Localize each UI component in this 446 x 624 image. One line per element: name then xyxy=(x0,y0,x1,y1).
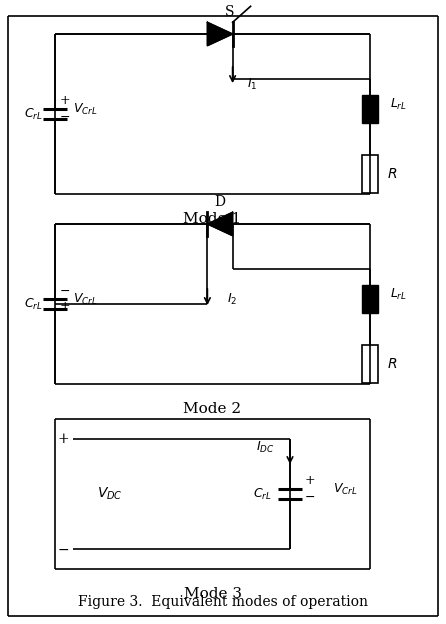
Bar xyxy=(362,285,378,313)
Text: $I_1$: $I_1$ xyxy=(248,77,258,92)
Bar xyxy=(362,155,378,193)
Text: $L_{rL}$: $L_{rL}$ xyxy=(389,286,406,301)
Text: $C_{rL}$: $C_{rL}$ xyxy=(253,487,271,502)
Text: +: + xyxy=(57,432,69,446)
Text: $-$: $-$ xyxy=(305,489,316,502)
Text: $-$: $-$ xyxy=(57,542,69,556)
Text: $V_{CrL}$: $V_{CrL}$ xyxy=(333,482,357,497)
Text: S: S xyxy=(225,5,235,19)
Polygon shape xyxy=(207,22,233,46)
Text: +: + xyxy=(305,474,315,487)
Text: +: + xyxy=(60,94,70,107)
Text: $R$: $R$ xyxy=(387,357,397,371)
Text: $I_2$: $I_2$ xyxy=(227,291,238,306)
Text: $C_{rL}$: $C_{rL}$ xyxy=(24,107,42,122)
Text: $-$: $-$ xyxy=(59,109,70,122)
Text: $R$: $R$ xyxy=(387,167,397,181)
Bar xyxy=(362,345,378,383)
Text: D: D xyxy=(215,195,226,209)
Polygon shape xyxy=(207,212,233,236)
Text: Mode 1: Mode 1 xyxy=(183,212,242,226)
Text: $V_{DC}$: $V_{DC}$ xyxy=(97,486,123,502)
Text: $-$: $-$ xyxy=(59,283,70,296)
Text: $C_{rL}$: $C_{rL}$ xyxy=(24,296,42,311)
Text: $V_{CrL}$: $V_{CrL}$ xyxy=(73,102,97,117)
Text: $V_{CrL}$: $V_{CrL}$ xyxy=(73,291,97,306)
Text: $I_{DC}$: $I_{DC}$ xyxy=(256,439,274,454)
Text: +: + xyxy=(60,300,70,313)
Text: Mode 2: Mode 2 xyxy=(183,402,242,416)
Text: $L_{rL}$: $L_{rL}$ xyxy=(389,97,406,112)
Text: Figure 3.  Equivalent modes of operation: Figure 3. Equivalent modes of operation xyxy=(78,595,368,609)
Text: Mode 3: Mode 3 xyxy=(183,587,241,601)
Bar xyxy=(362,95,378,123)
